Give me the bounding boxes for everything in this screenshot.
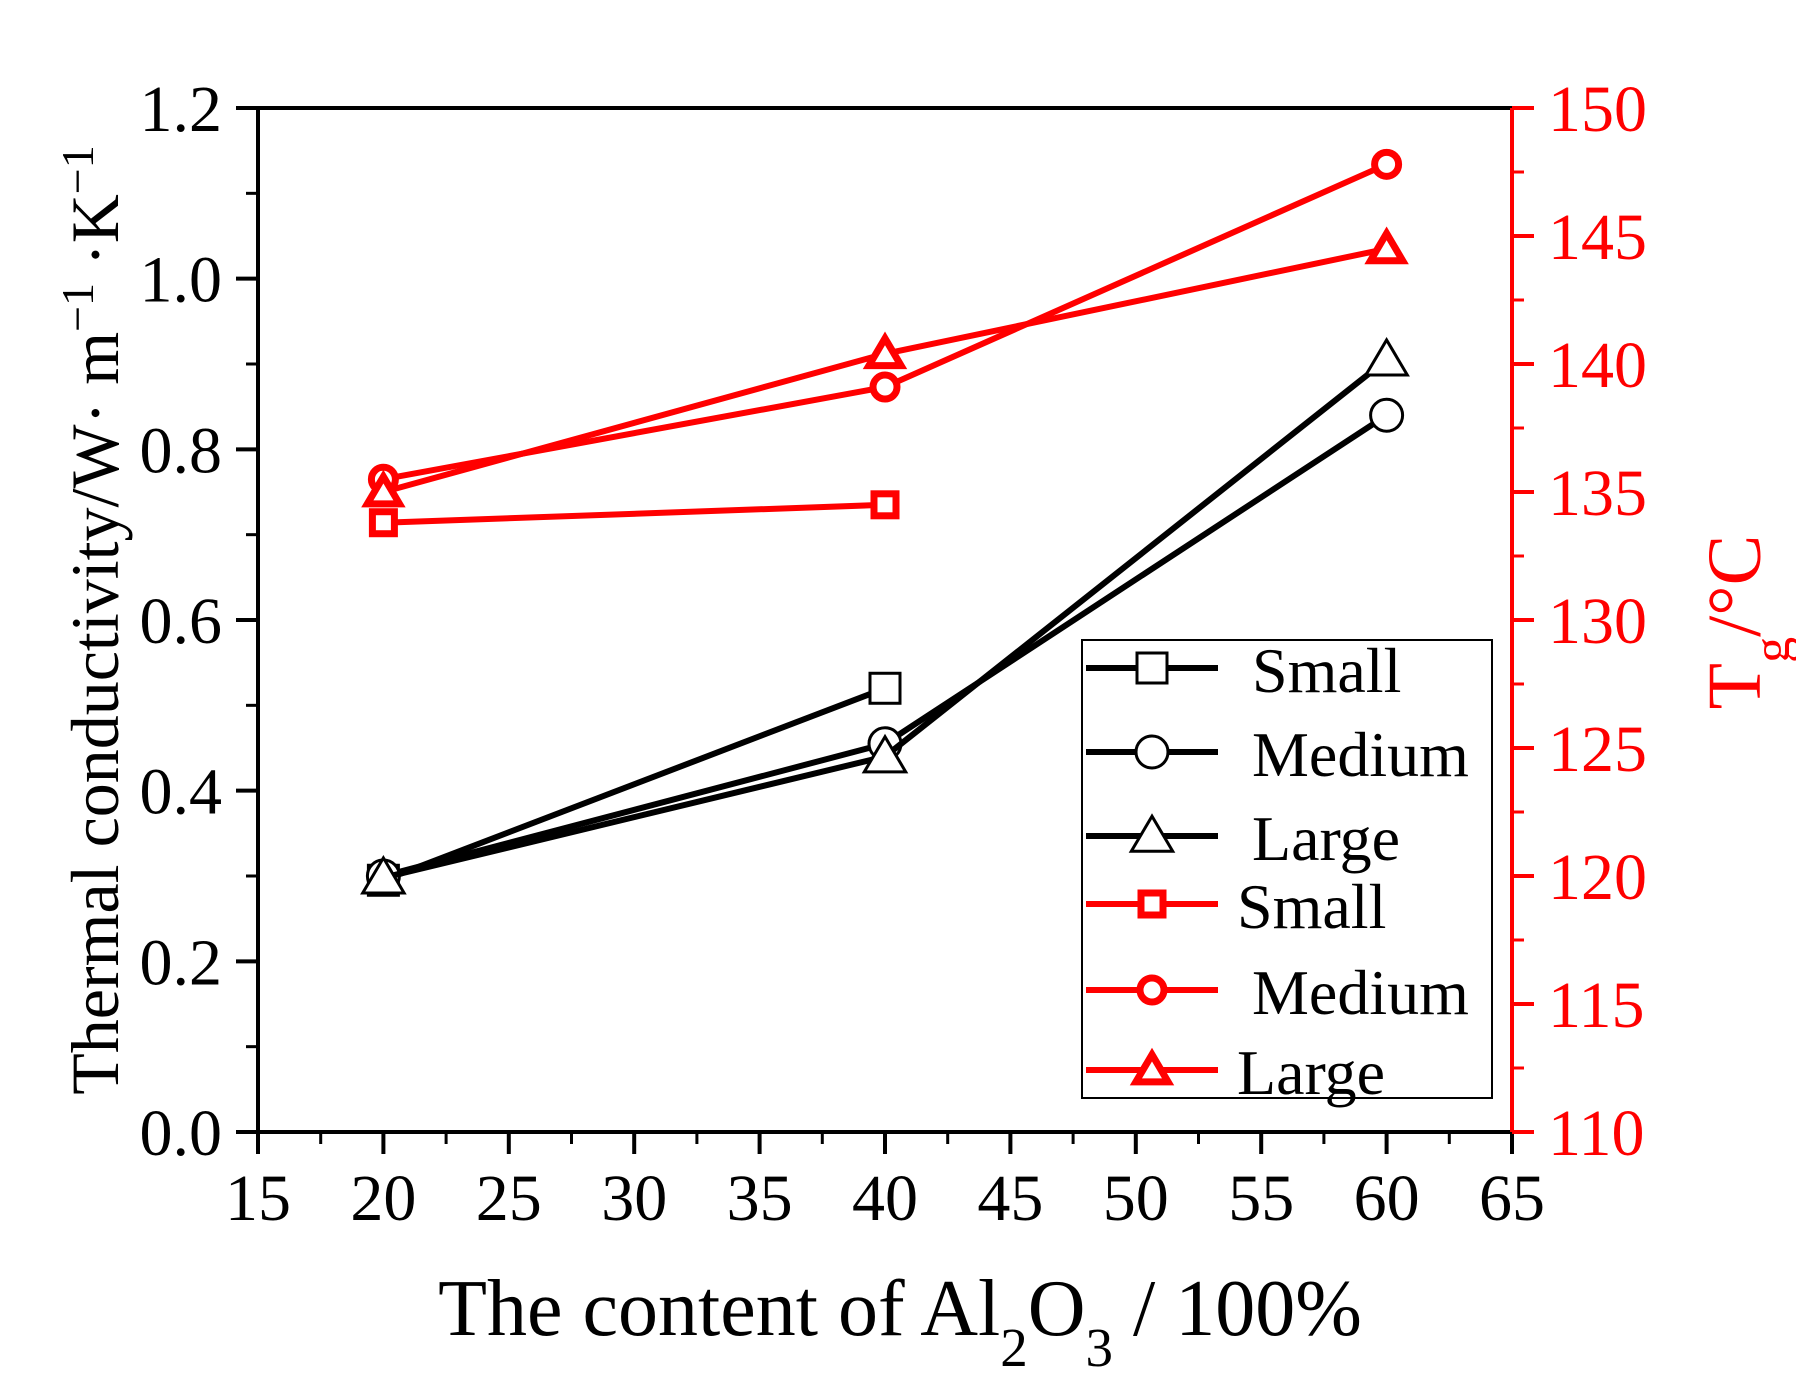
x-tick-label: 25 (476, 1162, 542, 1235)
marker-square (870, 490, 900, 520)
left-y-tick-label: 1.2 (140, 73, 223, 146)
marker-circle (869, 371, 901, 403)
x-tick-label: 15 (225, 1162, 291, 1235)
series-line (382, 245, 1388, 495)
legend-label: Medium (1252, 957, 1469, 1028)
marker-triangle (1363, 336, 1410, 377)
legend-entry: Small (1086, 871, 1386, 942)
marker-square (1135, 651, 1169, 685)
marker-triangle (1129, 1047, 1175, 1086)
x-tick-label: 30 (601, 1162, 667, 1235)
right-y-axis-label: Tg/°C (1693, 535, 1796, 710)
legend-entry: Medium (1086, 719, 1469, 790)
marker-square (868, 671, 902, 705)
x-axis-label: The content of Al2O3 / 100% (438, 1265, 1362, 1378)
series-left-large (360, 336, 1410, 895)
legend-entry: Large (1086, 803, 1400, 874)
left-y-tick-label: 0.8 (140, 414, 223, 487)
legend-label: Large (1252, 803, 1400, 874)
left-y-tick-label: 0.6 (140, 585, 223, 658)
marker-circle (1369, 397, 1405, 433)
series-line (382, 161, 1388, 483)
left-y-tick-label: 0.4 (140, 756, 223, 829)
right-y-tick-label: 125 (1548, 713, 1647, 786)
right-y-tick-label: 130 (1548, 585, 1647, 658)
x-tick-label: 55 (1228, 1162, 1294, 1235)
axes-layer: 15 20 25 30 35 40 45 50 55 60 65 0.0 0.2 0.4 0.6 0.8 1.0… (140, 73, 1648, 1235)
marker-square (1137, 889, 1167, 919)
legend-entry: Small (1086, 635, 1401, 706)
marker-circle (1371, 148, 1403, 180)
right-y-tick-label: 140 (1548, 329, 1647, 402)
series-right-medium (367, 148, 1403, 495)
series-layer (360, 148, 1410, 897)
legend-entry: Medium (1086, 957, 1469, 1028)
left-y-tick-label: 0.2 (140, 926, 223, 999)
marker-triangle (361, 469, 406, 508)
legend-entry: Large (1086, 1037, 1385, 1108)
right-y-tick-label: 135 (1548, 457, 1647, 530)
x-tick-label: 20 (350, 1162, 416, 1235)
x-tick-label: 65 (1479, 1162, 1545, 1235)
legend-label: Medium (1252, 719, 1469, 790)
legend-box (1081, 639, 1493, 1099)
right-y-tick-label: 150 (1548, 73, 1647, 146)
legend-label: Small (1237, 871, 1386, 942)
x-tick-label: 45 (977, 1162, 1043, 1235)
legend-label: Large (1237, 1037, 1385, 1108)
series-right-large (361, 226, 1409, 508)
series-line (383, 501, 886, 526)
left-y-tick-label: 0.0 (140, 1097, 223, 1170)
marker-triangle (862, 331, 908, 370)
marker-triangle (1364, 226, 1409, 265)
x-tick-label: 50 (1103, 1162, 1169, 1235)
right-y-tick-label: 145 (1548, 201, 1647, 274)
series-right-small (368, 490, 900, 538)
left-y-tick-label: 1.0 (140, 244, 223, 317)
marker-triangle (861, 733, 909, 774)
right-y-tick-label: 110 (1548, 1097, 1645, 1170)
x-tick-label: 60 (1354, 1162, 1420, 1235)
marker-triangle (360, 854, 407, 895)
left-y-axis-label: Thermal conductivity/W· m−1 ·K−1 (52, 145, 134, 1095)
legend-label: Small (1252, 635, 1401, 706)
marker-circle (1136, 974, 1168, 1006)
series-line (382, 685, 887, 884)
right-y-tick-label: 120 (1548, 841, 1647, 914)
marker-square (368, 508, 398, 538)
right-y-tick-label: 115 (1548, 969, 1645, 1042)
x-tick-label: 35 (727, 1162, 793, 1235)
marker-circle (1134, 734, 1170, 770)
x-tick-label: 40 (852, 1162, 918, 1235)
marker-triangle (1128, 813, 1176, 853)
